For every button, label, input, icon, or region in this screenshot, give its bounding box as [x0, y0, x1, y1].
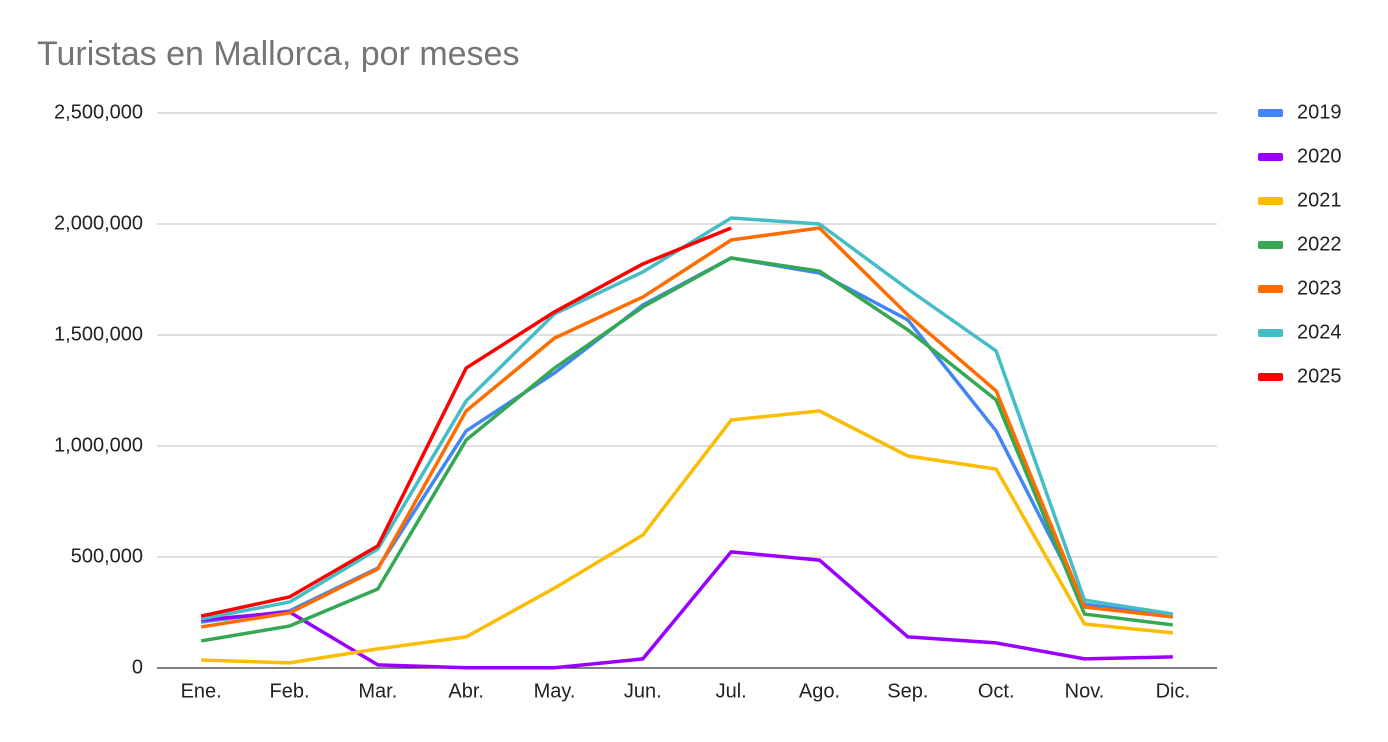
legend-label: 2024	[1297, 321, 1342, 343]
series-line	[200, 226, 732, 618]
y-tick-label: 1,000,000	[54, 434, 143, 456]
x-tick-label: Feb.	[269, 680, 309, 702]
legend-swatch	[1258, 197, 1283, 205]
x-tick-label: Abr.	[448, 680, 484, 702]
y-tick-label: 500,000	[71, 545, 143, 567]
y-tick-label: 0	[132, 656, 143, 678]
x-tick-label: May.	[534, 680, 576, 702]
legend-label: 2020	[1297, 145, 1342, 167]
series-line	[200, 256, 1174, 643]
series-line	[200, 226, 1174, 629]
series-line	[201, 550, 1173, 670]
legend-swatch	[1258, 153, 1283, 161]
y-tick-label: 1,500,000	[54, 323, 143, 345]
legend-label: 2019	[1297, 101, 1342, 123]
x-tick-label: Ago.	[799, 680, 840, 702]
legend-swatch	[1258, 241, 1283, 249]
x-tick-label: Jun.	[624, 680, 662, 702]
legend-label: 2022	[1297, 233, 1342, 255]
legend-swatch	[1258, 109, 1283, 117]
y-tick-label: 2,500,000	[54, 101, 143, 123]
x-tick-label: Nov.	[1065, 680, 1105, 702]
series-line	[201, 409, 1174, 665]
x-tick-label: Oct.	[978, 680, 1015, 702]
x-tick-label: Ene.	[181, 680, 222, 702]
chart-title: Turistas en Mallorca, por meses	[37, 35, 519, 73]
x-tick-label: Mar.	[358, 680, 397, 702]
series-line	[200, 216, 1174, 621]
legend-label: 2025	[1297, 365, 1342, 387]
legend-swatch	[1258, 285, 1283, 293]
x-tick-label: Jul.	[716, 680, 747, 702]
legend-swatch	[1258, 329, 1283, 337]
x-tick-label: Sep.	[887, 680, 928, 702]
y-tick-label: 2,000,000	[54, 212, 143, 234]
legend-swatch	[1258, 373, 1283, 381]
x-tick-label: Dic.	[1156, 680, 1190, 702]
legend-label: 2023	[1297, 277, 1342, 299]
legend-label: 2021	[1297, 189, 1342, 211]
